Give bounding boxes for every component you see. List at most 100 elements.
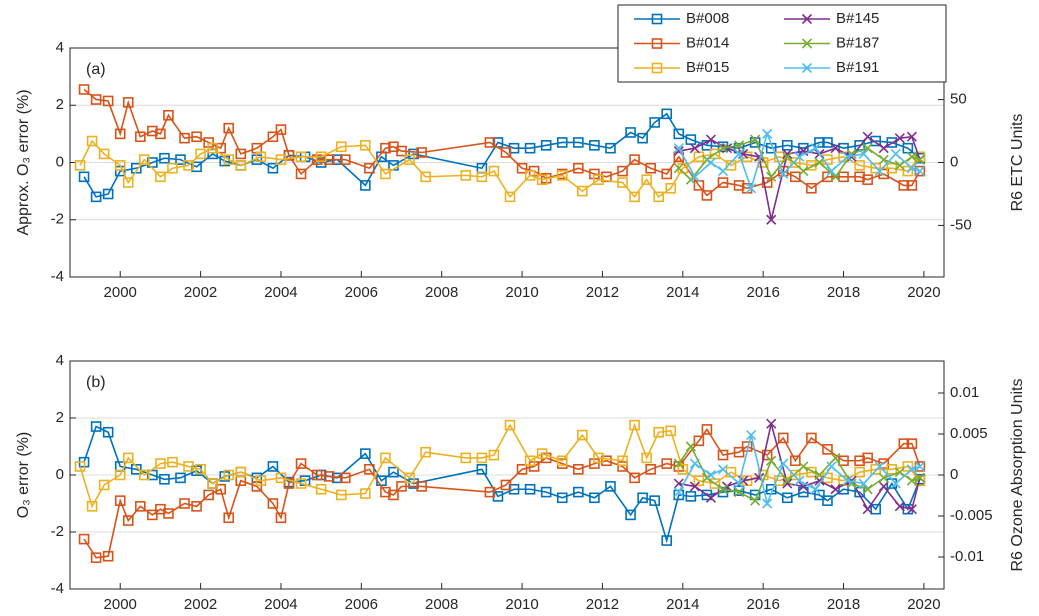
y-tick-label: -2 — [51, 211, 64, 228]
data-point — [717, 464, 729, 475]
data-point — [842, 475, 853, 486]
legend-marker — [651, 13, 663, 25]
x-tick-label: 2014 — [666, 284, 699, 301]
data-point — [524, 483, 536, 495]
data-point — [790, 455, 801, 467]
data-point — [255, 151, 267, 163]
data-point — [637, 132, 648, 144]
data-point — [617, 455, 628, 467]
data-point — [777, 165, 789, 177]
data-point — [894, 467, 905, 478]
data-point — [175, 472, 186, 484]
data-point — [235, 148, 247, 160]
data-point — [878, 168, 890, 180]
data-point — [155, 171, 166, 183]
data-point — [653, 191, 664, 203]
data-point — [420, 446, 431, 458]
data-point — [167, 456, 178, 468]
data-point — [685, 441, 696, 452]
data-point — [267, 498, 279, 509]
data-point — [275, 472, 287, 484]
y2-axis-label: R6 ETC Units — [1009, 114, 1026, 212]
data-point — [98, 148, 110, 160]
series-line — [79, 139, 921, 199]
data-point — [733, 148, 745, 159]
data-point — [191, 131, 202, 143]
legend-marker — [651, 38, 663, 49]
legend-label: B#145 — [836, 10, 879, 27]
x-tick-label: 2004 — [264, 284, 297, 301]
data-point — [223, 469, 235, 481]
data-point — [810, 484, 821, 495]
data-point — [195, 463, 206, 475]
data-point — [275, 124, 287, 135]
data-point — [762, 498, 773, 509]
data-point — [90, 421, 102, 432]
y-tick-label: 4 — [56, 39, 64, 56]
legend-marker — [801, 62, 813, 74]
data-point — [524, 455, 536, 467]
data-point — [114, 469, 126, 481]
data-point — [629, 191, 640, 203]
x-tick-label: 2000 — [104, 596, 137, 613]
data-point — [645, 162, 656, 174]
data-point — [641, 452, 652, 464]
data-point — [766, 171, 777, 182]
data-point — [641, 174, 652, 185]
y2-tick-label: 0 — [950, 466, 958, 483]
data-point — [78, 84, 90, 95]
data-point — [556, 492, 568, 504]
data-point — [830, 452, 841, 463]
data-point — [914, 166, 925, 177]
data-point — [360, 180, 371, 191]
data-point — [267, 131, 279, 143]
data-point — [179, 498, 190, 509]
data-point — [617, 177, 628, 188]
data-point — [874, 166, 885, 177]
data-point — [102, 188, 114, 200]
data-point — [589, 140, 600, 151]
data-point — [207, 148, 218, 160]
data-point — [516, 463, 528, 475]
panel-annotation: (b) — [86, 374, 106, 391]
data-point — [102, 95, 114, 107]
data-point — [540, 486, 552, 498]
data-point — [625, 127, 636, 138]
data-point — [617, 165, 628, 177]
data-point — [761, 449, 773, 461]
y-tick-label: 2 — [56, 96, 64, 113]
data-point — [500, 479, 512, 491]
legend-label: B#187 — [836, 34, 879, 51]
data-point — [295, 478, 307, 489]
x-tick-label: 2010 — [505, 596, 538, 613]
data-point — [476, 463, 488, 475]
data-point — [388, 489, 399, 501]
data-point — [488, 449, 500, 461]
data-point — [223, 512, 235, 524]
data-point — [794, 151, 805, 162]
data-point — [854, 171, 865, 183]
data-point — [183, 160, 194, 171]
data-point — [777, 432, 789, 444]
data-point — [629, 472, 640, 484]
data-point — [179, 132, 190, 144]
data-point — [191, 161, 202, 173]
data-point — [275, 154, 287, 165]
data-point — [782, 478, 793, 489]
data-point — [746, 183, 757, 194]
data-point — [404, 154, 415, 165]
y-tick-label: 2 — [56, 409, 64, 426]
data-point — [914, 475, 926, 487]
data-point — [733, 487, 745, 498]
data-point — [830, 171, 841, 182]
data-point — [717, 166, 729, 177]
data-point — [814, 489, 825, 501]
data-point — [536, 174, 548, 185]
data-point — [878, 458, 890, 469]
data-point — [701, 424, 713, 435]
data-point — [593, 452, 604, 464]
data-point — [890, 478, 901, 489]
data-point — [733, 180, 745, 191]
data-point — [593, 174, 604, 185]
